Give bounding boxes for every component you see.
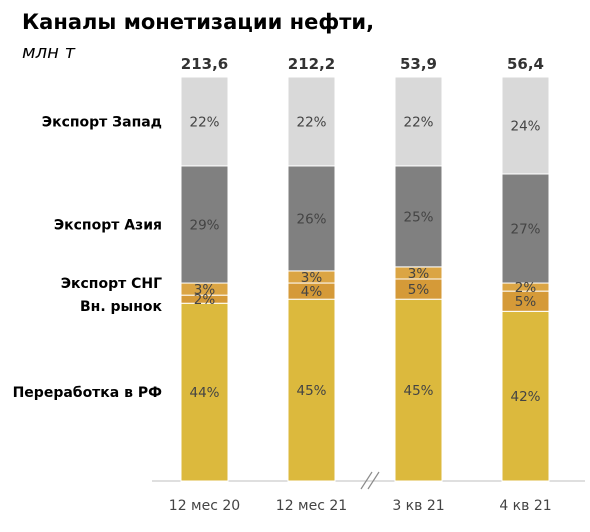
total-label-4: 56,4 xyxy=(507,55,544,73)
data-label-экспорт-азия-3: 25% xyxy=(403,209,433,225)
bar-экспорт-азия-1 xyxy=(180,165,229,284)
series-label-переработка-в-рф: Переработка в РФ xyxy=(13,385,163,401)
series-label-экспорт-азия: Экспорт Азия xyxy=(54,217,162,233)
total-label-3: 53,9 xyxy=(400,55,437,73)
data-label-экспорт-азия-2: 26% xyxy=(296,211,326,227)
bar-экспорт-азия-2 xyxy=(287,165,336,272)
data-label-вн-рынок-1: 2% xyxy=(194,292,216,308)
data-label-экспорт-запад-3: 22% xyxy=(403,114,433,130)
series-label-экспорт-снг: Экспорт СНГ xyxy=(61,276,162,292)
data-label-экспорт-снг-3: 3% xyxy=(408,266,430,282)
total-label-2: 212,2 xyxy=(288,55,335,73)
chart-title: Каналы монетизации нефти, xyxy=(22,10,375,34)
bar-экспорт-азия-3 xyxy=(394,165,443,268)
series-label-экспорт-запад: Экспорт Запад xyxy=(42,114,162,130)
x-tick-label-4: 4 кв 21 xyxy=(499,498,551,514)
data-label-вн-рынок-2: 4% xyxy=(301,284,323,300)
bar-экспорт-запад-1 xyxy=(180,76,229,167)
data-label-экспорт-снг-4: 2% xyxy=(515,280,537,296)
bar-экспорт-азия-4 xyxy=(501,173,550,284)
data-label-экспорт-азия-4: 27% xyxy=(510,222,540,238)
series-label-вн-рынок: Вн. рынок xyxy=(80,299,163,315)
data-label-вн-рынок-4: 5% xyxy=(515,294,537,310)
bar-переработка-в-рф-1 xyxy=(180,302,229,482)
data-label-экспорт-снг-2: 3% xyxy=(301,270,323,286)
axis-break-marker xyxy=(360,471,380,490)
bar-переработка-в-рф-2 xyxy=(287,298,336,482)
data-label-переработка-в-рф-1: 44% xyxy=(189,385,219,401)
data-label-экспорт-запад-2: 22% xyxy=(296,114,326,130)
data-label-вн-рынок-3: 5% xyxy=(408,282,430,298)
bar-экспорт-запад-2 xyxy=(287,76,336,167)
x-tick-label-1: 12 мес 20 xyxy=(169,498,240,514)
bar-экспорт-запад-3 xyxy=(394,76,443,167)
data-label-экспорт-запад-4: 24% xyxy=(510,118,540,134)
data-label-переработка-в-рф-3: 45% xyxy=(403,383,433,399)
data-label-переработка-в-рф-4: 42% xyxy=(510,389,540,405)
chart-subtitle: млн т xyxy=(22,42,76,63)
x-tick-label-2: 12 мес 21 xyxy=(276,498,347,514)
data-label-переработка-в-рф-2: 45% xyxy=(296,383,326,399)
bar-переработка-в-рф-3 xyxy=(394,298,443,482)
bar-переработка-в-рф-4 xyxy=(501,310,550,482)
bar-экспорт-запад-4 xyxy=(501,76,550,175)
data-label-экспорт-снг-1: 3% xyxy=(194,282,216,298)
total-label-1: 213,6 xyxy=(181,55,228,73)
data-label-экспорт-запад-1: 22% xyxy=(189,114,219,130)
x-tick-label-3: 3 кв 21 xyxy=(392,498,444,514)
data-label-экспорт-азия-1: 29% xyxy=(189,217,219,233)
